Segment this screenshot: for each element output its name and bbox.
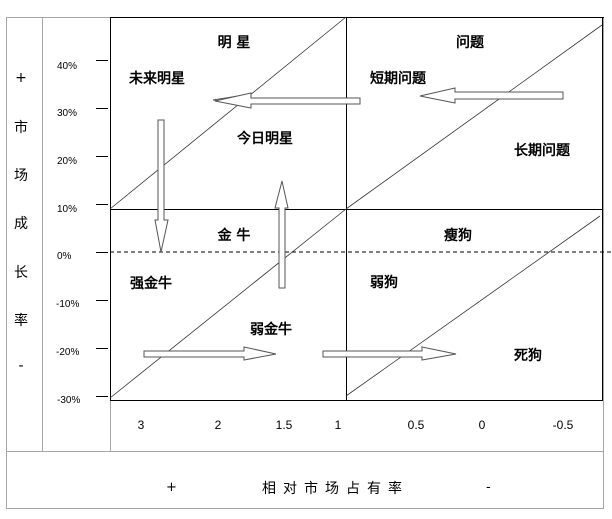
- label-short-term-question: 短期问题: [370, 71, 426, 87]
- label-future-star: 未来明星: [129, 71, 185, 87]
- quadrant-title-cash-cow: 金 牛: [217, 228, 251, 244]
- label-weak-cash-cow: 弱金牛: [250, 322, 292, 338]
- quadrant-title-dog: 瘦狗: [444, 228, 472, 244]
- tick-col-divider: [110, 400, 111, 451]
- outer-right-border: [603, 17, 604, 509]
- quadrant-horizontal-divider: [110, 209, 603, 210]
- label-weak-dog: 弱狗: [370, 275, 398, 291]
- quadrant-title-question: 问题: [456, 35, 484, 51]
- y-tick-label: 30%: [57, 108, 78, 119]
- y-tick-label: 10%: [57, 204, 78, 215]
- x-axis-title: 相对市场占有率: [262, 481, 409, 497]
- y-tick-mark: [96, 348, 108, 349]
- x-tick-label: 1: [334, 418, 342, 432]
- axis-title-col-divider: [42, 17, 43, 451]
- y-axis-plus: +: [15, 70, 27, 86]
- y-axis-title-char: 率: [14, 313, 28, 329]
- y-tick-label: 20%: [57, 156, 78, 167]
- label-long-term-question: 长期问题: [514, 143, 570, 159]
- y-axis-title-char: 成: [14, 216, 28, 232]
- y-axis-minus: -: [18, 358, 24, 374]
- y-tick-mark: [96, 396, 108, 397]
- y-tick-label: -10%: [56, 299, 80, 310]
- x-tick-label: 3: [137, 418, 145, 432]
- x-tick-label: 0.5: [407, 418, 425, 432]
- y-tick-label: 40%: [57, 61, 78, 72]
- x-tick-label: 0: [478, 418, 486, 432]
- outer-top-border: [6, 17, 110, 18]
- xaxis-title-row-divider: [6, 451, 604, 452]
- y-tick-mark: [96, 60, 108, 61]
- x-tick-label: -0.5: [552, 418, 574, 432]
- y-tick-label: -30%: [57, 395, 81, 406]
- x-tick-label: 2: [214, 418, 222, 432]
- y-tick-label: -20%: [56, 347, 80, 358]
- y-tick-label: 0%: [57, 251, 72, 262]
- y-tick-mark: [96, 300, 108, 301]
- y-axis-title-char: 长: [14, 265, 28, 281]
- y-tick-mark: [96, 108, 108, 109]
- plot-top-border: [110, 17, 604, 18]
- y-tick-mark: [96, 204, 108, 205]
- x-axis-plus: +: [166, 480, 177, 495]
- y-axis-title-char: 市: [14, 120, 28, 136]
- label-today-star: 今日明星: [237, 131, 293, 147]
- y-axis-title-char: 场: [14, 168, 28, 184]
- label-strong-cash-cow: 强金牛: [130, 276, 172, 292]
- y-tick-mark: [96, 252, 108, 253]
- outer-left-border: [6, 17, 7, 509]
- x-axis-minus: -: [486, 480, 491, 495]
- x-tick-label: 1.5: [275, 418, 293, 432]
- y-tick-mark: [96, 156, 108, 157]
- label-dead-dog: 死狗: [514, 348, 542, 364]
- plot-bottom-border: [110, 400, 603, 401]
- quadrant-title-star: 明 星: [217, 35, 251, 51]
- outer-bottom-border: [6, 508, 604, 509]
